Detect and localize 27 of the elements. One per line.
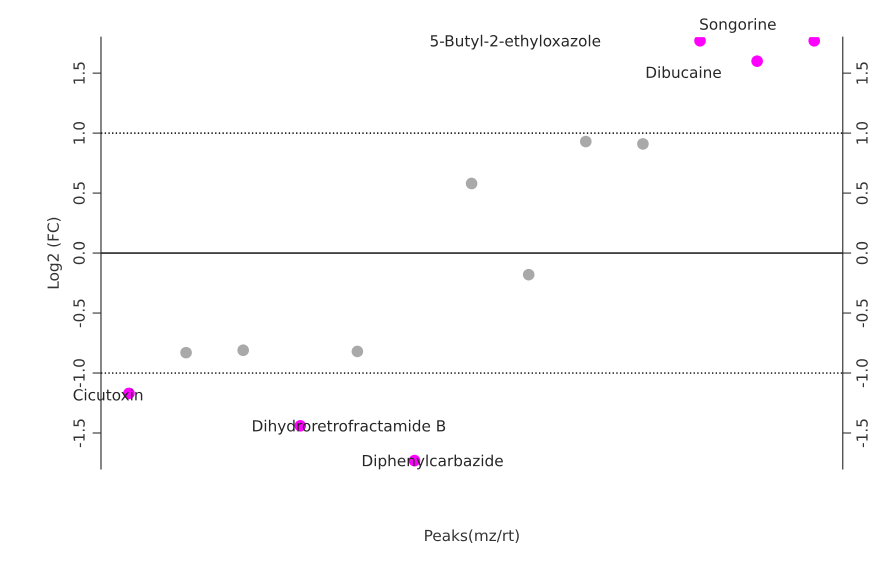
y2-tick-label: -1.0	[856, 359, 868, 388]
point	[580, 136, 592, 148]
x-axis-title: Peaks(mz/rt)	[425, 529, 519, 544]
y-tick-label: -1.0	[73, 359, 85, 388]
y-tick-label: -1.5	[73, 419, 85, 448]
y2-tick-label: 0.0	[856, 242, 868, 264]
point	[637, 138, 649, 150]
point	[180, 346, 192, 358]
y-tick-label: 1.0	[73, 122, 85, 144]
text: Songorine	[700, 18, 776, 33]
y2-tick-label: 1.0	[856, 122, 868, 144]
annotation: Dibucaine	[646, 66, 721, 78]
y-tick-label: 1.5	[73, 62, 85, 84]
y-tick-label: -0.5	[73, 299, 85, 328]
y-tick-label: 0.5	[73, 182, 85, 204]
y2-tick-label: -1.5	[856, 419, 868, 448]
point	[352, 346, 364, 358]
y-tick-label: 0.0	[73, 242, 85, 264]
y2-tick-label: 0.5	[856, 182, 868, 204]
point	[466, 178, 478, 190]
point	[237, 344, 249, 356]
y2-tick-label: 1.5	[856, 62, 868, 84]
y2-tick-label: -0.5	[856, 299, 868, 328]
point	[522, 268, 535, 280]
y-axis-title: Log2 (FC)	[47, 218, 62, 288]
point	[751, 55, 763, 67]
annotation: 5-Butyl-2-ethyloxazole	[430, 34, 600, 50]
